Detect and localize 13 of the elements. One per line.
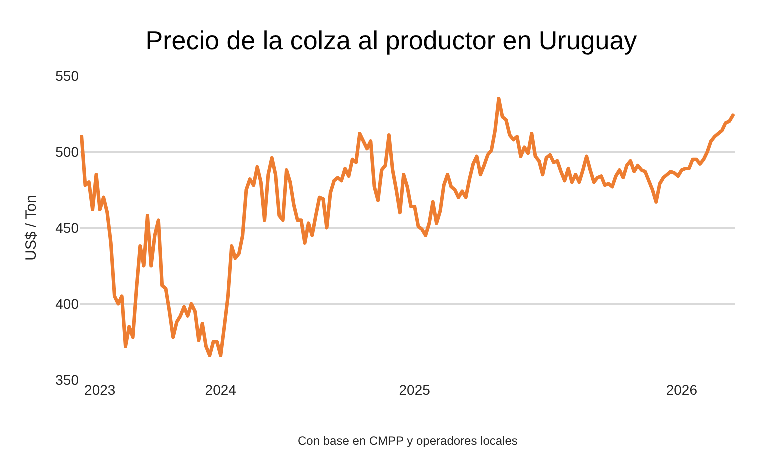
x-tick-label: 2025 <box>399 382 431 398</box>
text: Con base en CMPP y operadores locales <box>298 434 518 448</box>
line-series <box>80 97 735 358</box>
x-tick-label: 2024 <box>205 382 237 398</box>
y-tick-label: 400 <box>56 296 80 312</box>
y-tick-label: 500 <box>56 144 80 160</box>
y-tick-label: 450 <box>56 220 80 236</box>
y-tick-label: 550 <box>56 68 80 84</box>
x-tick-label: 2023 <box>84 382 116 398</box>
x-tick-label: 2026 <box>666 382 698 398</box>
y-tick-label: 350 <box>56 372 80 388</box>
chart-title: Precio de la colza al productor en Uruguay <box>146 26 638 56</box>
y-axis-title: US$ / Ton <box>22 195 40 261</box>
